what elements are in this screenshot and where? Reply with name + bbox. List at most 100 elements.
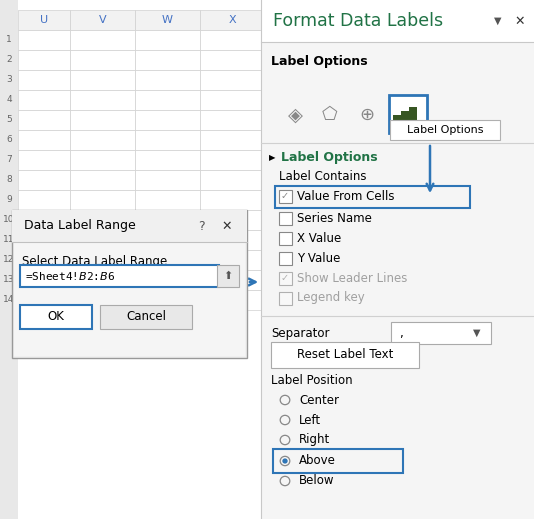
Bar bbox=[70, 210, 135, 230]
Text: Label Position: Label Position bbox=[271, 374, 352, 387]
Bar bbox=[70, 290, 135, 310]
Bar bbox=[70, 10, 135, 30]
Text: Show Leader Lines: Show Leader Lines bbox=[297, 271, 407, 284]
Text: Format Data Labels: Format Data Labels bbox=[273, 12, 443, 30]
Bar bbox=[401, 111, 409, 125]
Bar bbox=[391, 322, 491, 344]
Text: Legend key: Legend key bbox=[297, 292, 365, 305]
Bar bbox=[135, 10, 200, 30]
Bar bbox=[200, 290, 265, 310]
Bar bbox=[200, 50, 265, 70]
Text: Label Options: Label Options bbox=[407, 125, 483, 135]
Bar bbox=[200, 150, 265, 170]
Text: 3: 3 bbox=[6, 75, 12, 85]
Bar bbox=[261, 0, 534, 519]
Bar bbox=[70, 110, 135, 130]
Bar bbox=[279, 272, 292, 285]
Bar bbox=[200, 130, 265, 150]
Bar bbox=[135, 210, 200, 230]
Bar bbox=[135, 170, 200, 190]
Bar bbox=[70, 50, 135, 70]
Bar bbox=[261, 0, 534, 42]
Text: 13: 13 bbox=[3, 276, 15, 284]
Bar bbox=[135, 250, 200, 270]
Bar bbox=[271, 342, 419, 368]
Text: 11: 11 bbox=[3, 236, 15, 244]
Bar bbox=[20, 265, 219, 287]
Text: 2: 2 bbox=[6, 56, 12, 64]
Text: Below: Below bbox=[299, 474, 334, 487]
Bar bbox=[18, 110, 70, 130]
Bar bbox=[393, 115, 401, 125]
Bar bbox=[20, 305, 92, 329]
Text: Label Contains: Label Contains bbox=[279, 171, 366, 184]
Text: 9: 9 bbox=[6, 196, 12, 204]
Bar bbox=[389, 95, 427, 133]
Bar bbox=[12, 210, 247, 242]
Bar bbox=[70, 30, 135, 50]
Bar bbox=[18, 30, 70, 50]
Bar bbox=[18, 50, 70, 70]
Bar bbox=[100, 305, 192, 329]
Bar bbox=[200, 110, 265, 130]
Text: Center: Center bbox=[299, 393, 339, 406]
Text: 6: 6 bbox=[6, 135, 12, 144]
Bar bbox=[135, 130, 200, 150]
Bar bbox=[273, 449, 403, 473]
Bar bbox=[200, 170, 265, 190]
Bar bbox=[200, 250, 265, 270]
Text: 14: 14 bbox=[3, 295, 15, 305]
Text: ▼: ▼ bbox=[494, 16, 502, 26]
Text: ✓: ✓ bbox=[281, 191, 289, 201]
Bar bbox=[70, 270, 135, 290]
Text: V: V bbox=[99, 15, 106, 25]
Bar bbox=[279, 212, 292, 225]
Text: Label Options: Label Options bbox=[281, 152, 378, 165]
Text: Separator: Separator bbox=[271, 326, 329, 339]
Bar bbox=[18, 190, 70, 210]
Bar bbox=[0, 0, 18, 519]
Bar bbox=[279, 232, 292, 245]
Text: ✓: ✓ bbox=[281, 273, 289, 283]
Text: ✕: ✕ bbox=[515, 15, 525, 28]
Text: =Sheet4!$B$2:$B$6: =Sheet4!$B$2:$B$6 bbox=[25, 270, 115, 282]
Text: 12: 12 bbox=[3, 255, 15, 265]
Bar bbox=[135, 150, 200, 170]
Text: ⬠: ⬠ bbox=[322, 106, 338, 124]
Bar bbox=[409, 107, 417, 125]
Bar bbox=[135, 70, 200, 90]
Bar bbox=[217, 265, 239, 287]
Text: W: W bbox=[162, 15, 173, 25]
Bar bbox=[18, 270, 70, 290]
Bar bbox=[70, 70, 135, 90]
Text: ?: ? bbox=[198, 220, 205, 233]
Bar bbox=[18, 170, 70, 190]
Bar bbox=[70, 130, 135, 150]
Bar bbox=[135, 110, 200, 130]
Bar bbox=[200, 190, 265, 210]
Bar bbox=[70, 230, 135, 250]
Circle shape bbox=[282, 458, 288, 463]
Bar bbox=[135, 270, 200, 290]
Bar bbox=[18, 210, 70, 230]
Bar bbox=[18, 130, 70, 150]
Text: Right: Right bbox=[299, 433, 330, 446]
Bar bbox=[200, 30, 265, 50]
Bar bbox=[14, 242, 245, 356]
Bar bbox=[135, 50, 200, 70]
Text: X: X bbox=[229, 15, 237, 25]
Text: ⊕: ⊕ bbox=[359, 106, 374, 124]
Text: 8: 8 bbox=[6, 175, 12, 184]
Bar bbox=[200, 210, 265, 230]
Text: ✕: ✕ bbox=[222, 220, 232, 233]
Bar bbox=[70, 190, 135, 210]
Text: 4: 4 bbox=[6, 95, 12, 104]
Bar bbox=[18, 290, 70, 310]
Text: Series Name: Series Name bbox=[297, 212, 372, 225]
Text: ▼: ▼ bbox=[473, 328, 481, 338]
Bar bbox=[279, 252, 292, 265]
Bar bbox=[18, 230, 70, 250]
Bar bbox=[135, 90, 200, 110]
Text: 10: 10 bbox=[3, 215, 15, 225]
Bar bbox=[12, 210, 247, 358]
